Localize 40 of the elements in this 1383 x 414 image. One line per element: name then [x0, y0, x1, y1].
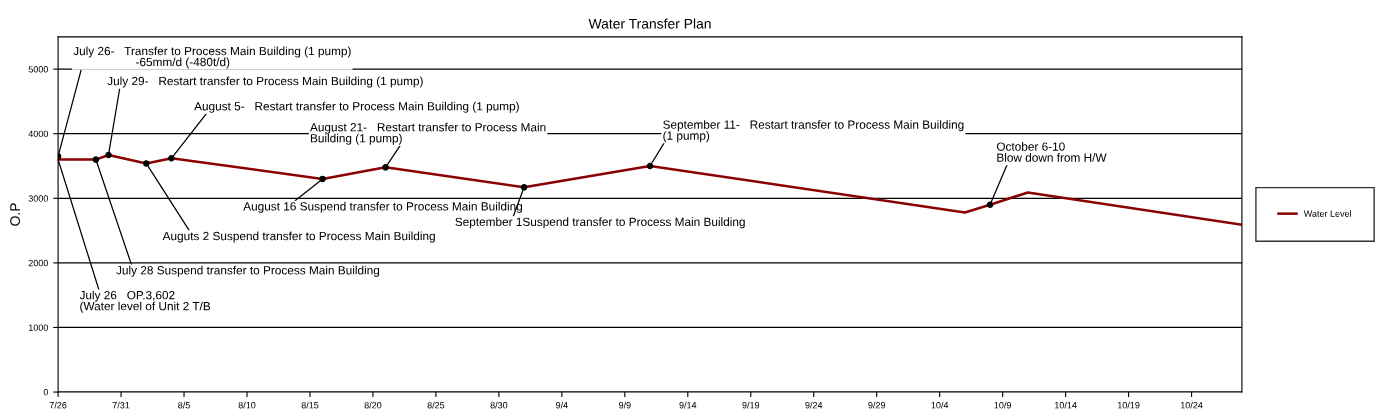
x-tick-label: 8/25 [427, 401, 445, 409]
x-tick-label: 9/14 [679, 401, 697, 409]
x-tick-label: 9/4 [556, 401, 568, 409]
annotation: Auguts 2 Suspend transfer to Process Main Building [162, 231, 435, 243]
annotation: July 26 OP.3,602 (Water level of Unit 2 T/B [79, 290, 211, 313]
annotation: September 1Suspend transfer to Process Main Building [455, 217, 745, 229]
annotation: August 5- Restart transfer to Process Main Building (1 pump) [194, 101, 519, 113]
x-tick-label: 9/24 [805, 401, 823, 409]
y-tick-label: 0 [43, 389, 49, 396]
x-tick-label: 9/19 [742, 401, 760, 409]
annotation: July 29- Restart transfer to Process Main Building (1 pump) [107, 76, 423, 88]
legend-label: Water Level [1303, 210, 1351, 217]
x-tick-label: 10/14 [1055, 401, 1077, 409]
x-tick-label: 7/26 [49, 401, 67, 409]
x-tick-label: 8/30 [490, 401, 508, 409]
y-tick-label: 5000 [28, 66, 49, 73]
x-tick-label: 8/20 [364, 401, 382, 409]
x-tick-label: 8/15 [301, 401, 319, 409]
y-axis-title: O.P [10, 203, 20, 226]
x-tick-label: 10/19 [1117, 401, 1140, 409]
y-tick-label: 1000 [28, 324, 49, 331]
y-tick-label: 4000 [28, 130, 49, 138]
x-tick-label: 10/9 [994, 401, 1011, 409]
x-tick-label: 10/4 [931, 401, 949, 409]
x-tick-label: 9/29 [868, 401, 886, 409]
point [142, 160, 150, 167]
x-tick-label: 9/9 [618, 401, 631, 409]
x-tick-label: 7/31 [112, 401, 130, 409]
annotation: October 6-10 Blow down from H/W [996, 142, 1107, 162]
point [382, 164, 389, 171]
y-tick-label: 3000 [28, 195, 49, 202]
annotation: September 11- Restart transfer to Process Main Building (1 pump) [663, 120, 964, 143]
chart-title: Water Transfer Plan [588, 18, 711, 29]
x-tick-label: 8/5 [178, 401, 190, 409]
annotation: July 28 Suspend transfer to Process Main Building [116, 265, 380, 277]
annotation: July 26- Transfer to Process Main Building (1 pump) -65mm/d (-480t/d) [73, 46, 351, 69]
x-tick-label: 10/24 [1180, 401, 1203, 409]
x-tick-label: 8/10 [238, 401, 256, 409]
annotation: August 21- Restart transfer to Process Main Building (1 pump) [309, 122, 546, 145]
y-tick-label: 2000 [28, 259, 49, 267]
